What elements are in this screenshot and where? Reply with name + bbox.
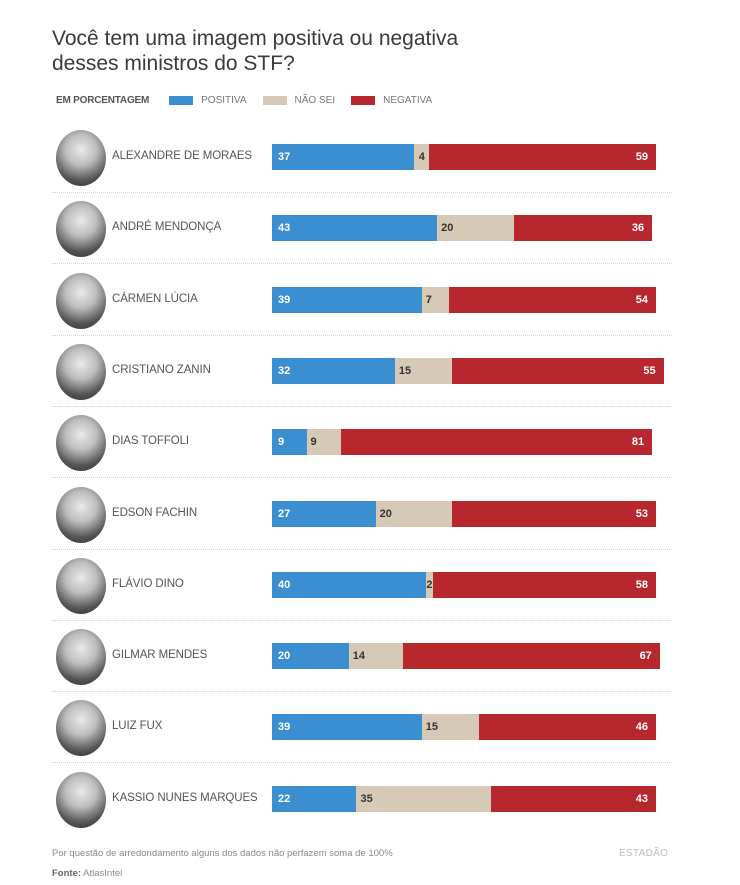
legend-label-negativa: NEGATIVA	[383, 95, 433, 106]
bar-negativa: 81	[341, 429, 653, 456]
bar-nao-sei: 20	[437, 215, 514, 242]
row-divider	[52, 477, 672, 479]
category-label: CRISTIANO ZANIN	[112, 363, 211, 376]
brand-logo: ESTADÃO	[619, 848, 669, 859]
row-divider	[52, 334, 672, 336]
chart-row: EDSON FACHIN 27 20 53	[52, 479, 672, 550]
bar-negativa: 53	[452, 500, 656, 527]
bar-positiva: 22	[272, 785, 357, 812]
bar-positiva: 39	[272, 286, 422, 313]
bar-nao-sei: 15	[394, 357, 453, 384]
bar-nao-sei: 35	[356, 785, 491, 812]
minister-photo	[56, 130, 106, 186]
category-label: KASSIO NUNES MARQUES	[112, 791, 258, 804]
bar-nao-sei: 15	[421, 714, 480, 741]
chart-row: ALEXANDRE DE MORAES 37 4 59	[52, 122, 672, 193]
bar-nao-sei: 4	[414, 144, 430, 170]
bar-positiva: 40	[272, 571, 426, 598]
legend-label-positiva: POSITIVA	[201, 95, 247, 106]
category-label: CÁRMEN LÚCIA	[112, 292, 198, 305]
legend-item-nao-sei: NÃO SEI	[262, 95, 336, 106]
row-divider	[52, 762, 672, 764]
category-label: ALEXANDRE DE MORAES	[112, 150, 252, 162]
legend-unit: EM PORCENTAGEM	[56, 95, 150, 106]
bar-positiva: 32	[272, 357, 395, 384]
rounding-note: Por questão de arredondamento alguns dos…	[52, 848, 393, 859]
row-divider	[52, 192, 672, 193]
bar-nao-sei: 9	[306, 429, 342, 456]
legend-label-nao-sei: NÃO SEI	[294, 95, 336, 106]
chart-row: LUIZ FUX 39 15 46	[52, 692, 672, 764]
minister-photo	[56, 415, 106, 472]
legend-item-positiva: POSITIVA	[169, 95, 247, 106]
bar-negativa: 67	[402, 643, 660, 670]
bar-nao-sei: 7	[421, 286, 449, 313]
source-value: AtlasIntel	[83, 868, 123, 879]
chart-row: ANDRÉ MENDONÇA 43 20 36	[52, 193, 672, 265]
category-label: LUIZ FUX	[112, 720, 163, 733]
bar-nao-sei: 14	[348, 643, 403, 670]
chart-row: CÁRMEN LÚCIA 39 7 54	[52, 265, 672, 336]
bar-nao-sei: 20	[375, 500, 453, 527]
category-label: DIAS TOFFOLI	[112, 435, 189, 448]
legend-swatch-positiva	[169, 96, 194, 105]
source-label: Fonte:	[52, 868, 82, 879]
bar-negativa: 59	[429, 144, 656, 170]
chart-row: CRISTIANO ZANIN 32 15 55	[52, 336, 672, 407]
bar-positiva: 37	[272, 144, 415, 170]
bar-negativa: 36	[513, 215, 653, 242]
minister-photo	[56, 201, 106, 258]
bar-nao-sei: 2	[425, 571, 434, 598]
row-divider	[52, 263, 672, 265]
minister-photo	[56, 700, 106, 757]
minister-photo	[56, 629, 106, 686]
bar-negativa: 54	[448, 286, 656, 313]
chart-row: FLÁVIO DINO 40 2 58	[52, 550, 672, 621]
row-divider	[52, 619, 672, 621]
bar-negativa: 43	[490, 785, 656, 812]
chart-row: DIAS TOFFOLI 9 9 81	[52, 407, 672, 479]
category-label: GILMAR MENDES	[112, 649, 208, 662]
chart-row: GILMAR MENDES 20 14 67	[52, 621, 672, 693]
legend-swatch-negativa	[351, 96, 376, 105]
minister-photo	[56, 343, 106, 400]
row-divider	[52, 405, 672, 407]
chart-row: KASSIO NUNES MARQUES 22 35 43	[52, 764, 672, 835]
category-label: ANDRÉ MENDONÇA	[112, 221, 222, 234]
bar-positiva: 43	[272, 215, 438, 242]
minister-photo	[56, 771, 106, 828]
category-label: FLÁVIO DINO	[112, 577, 184, 590]
bar-negativa: 58	[433, 571, 656, 598]
bar-positiva: 39	[272, 714, 422, 741]
bar-positiva: 20	[272, 643, 349, 670]
row-divider	[52, 691, 672, 693]
source: Fonte: AtlasIntel	[52, 868, 122, 879]
bar-positiva: 9	[272, 429, 307, 456]
minister-photo	[56, 557, 106, 614]
legend: EM PORCENTAGEM POSITIVA NÃO SEI NEGATIVA	[56, 95, 448, 106]
chart-title: Você tem uma imagem positiva ou negativa…	[52, 27, 459, 75]
category-label: EDSON FACHIN	[112, 506, 198, 519]
minister-photo	[56, 486, 106, 543]
row-divider	[52, 548, 672, 550]
bar-negativa: 46	[479, 714, 656, 741]
minister-photo	[56, 272, 106, 329]
bar-negativa: 55	[452, 357, 664, 384]
legend-swatch-nao-sei	[262, 96, 287, 105]
legend-item-negativa: NEGATIVA	[351, 95, 432, 106]
bar-positiva: 27	[272, 500, 376, 527]
